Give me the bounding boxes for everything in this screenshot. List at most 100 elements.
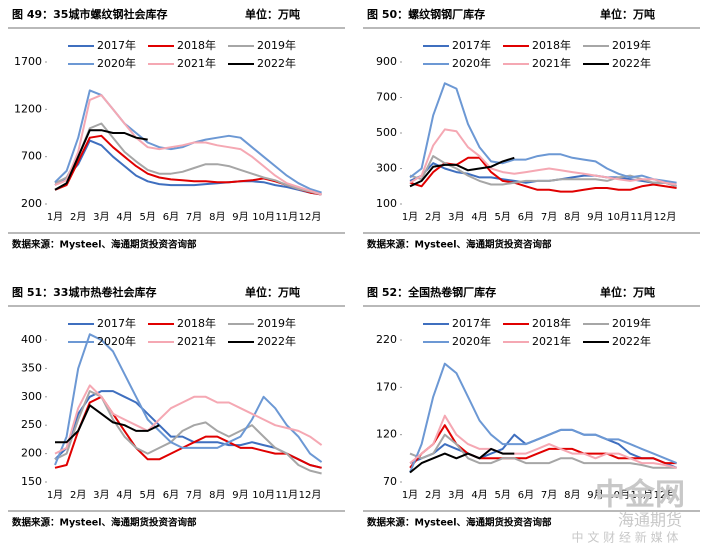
legend-label: 2018年 [532, 38, 571, 52]
x-tick-label: 2月 [425, 489, 441, 501]
series-line [409, 433, 677, 469]
x-tick-label: 7月 [541, 211, 557, 223]
x-tick-label: 11月 [630, 211, 653, 223]
x-tick-label: 2月 [425, 211, 441, 223]
legend-label: 2022年 [257, 56, 296, 70]
legend-label: 2022年 [257, 334, 296, 348]
x-tick-label: 12月 [654, 489, 677, 501]
series-line [54, 395, 322, 469]
chart-title: 图 50：螺纹钢钢厂库存 [367, 7, 485, 21]
x-tick-label: 5月 [495, 211, 511, 223]
x-tick-label: 1月 [402, 489, 418, 501]
y-tick-label: 900 [376, 55, 397, 68]
y-tick-label: 100 [376, 197, 397, 210]
x-tick-label: 7月 [186, 489, 202, 501]
y-tick-label: 1200 [14, 102, 42, 115]
x-tick-label: 4月 [471, 211, 487, 223]
y-tick-label: 1700 [14, 55, 42, 68]
x-tick-label: 6月 [518, 489, 534, 501]
x-tick-label: 1月 [402, 211, 418, 223]
x-tick-label: 2月 [70, 211, 86, 223]
unit-label: 单位：万吨 [245, 285, 300, 299]
chart-title: 图 51：33城市热卷社会库存 [12, 285, 156, 299]
legend-label: 2022年 [612, 334, 651, 348]
x-tick-label: 5月 [495, 489, 511, 501]
x-tick-label: 3月 [448, 211, 464, 223]
x-tick-label: 9月 [587, 489, 603, 501]
x-tick-label: 12月 [299, 489, 322, 501]
legend-label: 2018年 [532, 316, 571, 330]
legend-label: 2020年 [97, 56, 136, 70]
chart-panel: 图 52：全国热卷钢厂库存 单位：万吨数据来源：Mysteel、海通期货投资咨询部… [363, 285, 700, 529]
chart-panel: 图 49：35城市螺纹钢社会库存 单位：万吨数据来源：Mysteel、海通期货投资… [8, 7, 345, 251]
x-tick-label: 11月 [275, 211, 298, 223]
legend-label: 2019年 [257, 316, 296, 330]
source-note: 数据来源：Mysteel、海通期货投资咨询部 [11, 239, 197, 251]
y-tick-label: 120 [376, 428, 397, 441]
series-line [409, 155, 677, 188]
y-tick-label: 300 [21, 390, 42, 403]
legend-label: 2018年 [177, 316, 216, 330]
unit-label: 单位：万吨 [600, 285, 655, 299]
y-tick-label: 350 [21, 361, 42, 374]
watermark-brand: 海通期货 [618, 511, 682, 530]
y-tick-label: 220 [376, 333, 397, 346]
x-tick-label: 9月 [587, 211, 603, 223]
y-tick-label: 300 [376, 162, 397, 175]
series-line [55, 404, 160, 444]
x-tick-label: 7月 [186, 211, 202, 223]
x-tick-label: 10月 [607, 489, 630, 501]
chart-title: 图 52：全国热卷钢厂库存 [367, 285, 496, 299]
x-tick-label: 8月 [209, 489, 225, 501]
y-tick-label: 500 [376, 126, 397, 139]
legend-label: 2022年 [612, 56, 651, 70]
x-tick-label: 5月 [140, 211, 156, 223]
legend-label: 2017年 [97, 316, 136, 330]
legend-label: 2019年 [612, 38, 651, 52]
source-note: 数据来源：Mysteel、海通期货投资咨询部 [366, 239, 552, 251]
x-tick-label: 5月 [140, 489, 156, 501]
watermark-logo: 中金网 [595, 478, 685, 513]
series-line [54, 94, 322, 196]
x-tick-label: 4月 [471, 489, 487, 501]
y-tick-label: 700 [376, 91, 397, 104]
x-tick-label: 10月 [252, 489, 275, 501]
x-tick-label: 10月 [252, 211, 275, 223]
x-tick-label: 12月 [654, 211, 677, 223]
y-tick-label: 250 [21, 418, 42, 431]
legend-label: 2020年 [452, 334, 491, 348]
series-line [409, 414, 677, 469]
series-line [54, 122, 322, 196]
x-tick-label: 4月 [116, 489, 132, 501]
unit-label: 单位：万吨 [600, 7, 655, 21]
x-tick-label: 11月 [630, 489, 653, 501]
watermark-slogan: 中 文 财 经 新 媒 体 [572, 530, 679, 545]
series-line [54, 333, 323, 466]
x-tick-label: 6月 [163, 211, 179, 223]
x-tick-label: 6月 [518, 211, 534, 223]
series-line [54, 390, 322, 469]
legend-label: 2017年 [452, 316, 491, 330]
series-line [409, 156, 515, 188]
x-tick-label: 11月 [275, 489, 298, 501]
legend-label: 2017年 [97, 38, 136, 52]
y-tick-label: 150 [21, 475, 42, 488]
legend-label: 2021年 [177, 334, 216, 348]
x-tick-label: 8月 [209, 211, 225, 223]
x-tick-label: 7月 [541, 489, 557, 501]
source-note: 数据来源：Mysteel、海通期货投资咨询部 [366, 517, 552, 529]
x-tick-label: 9月 [232, 211, 248, 223]
source-note: 数据来源：Mysteel、海通期货投资咨询部 [11, 517, 197, 529]
series-line [409, 82, 677, 184]
chart-panel: 图 51：33城市热卷社会库存 单位：万吨数据来源：Mysteel、海通期货投资咨… [8, 285, 345, 529]
series-line [54, 129, 148, 191]
series-line [409, 447, 515, 474]
chart-title: 图 49：35城市螺纹钢社会库存 [12, 7, 167, 21]
y-tick-label: 200 [21, 447, 42, 460]
series-line [54, 139, 322, 196]
y-tick-label: 170 [376, 380, 397, 393]
series-line [54, 89, 322, 194]
x-tick-label: 9月 [232, 489, 248, 501]
x-tick-label: 10月 [607, 211, 630, 223]
